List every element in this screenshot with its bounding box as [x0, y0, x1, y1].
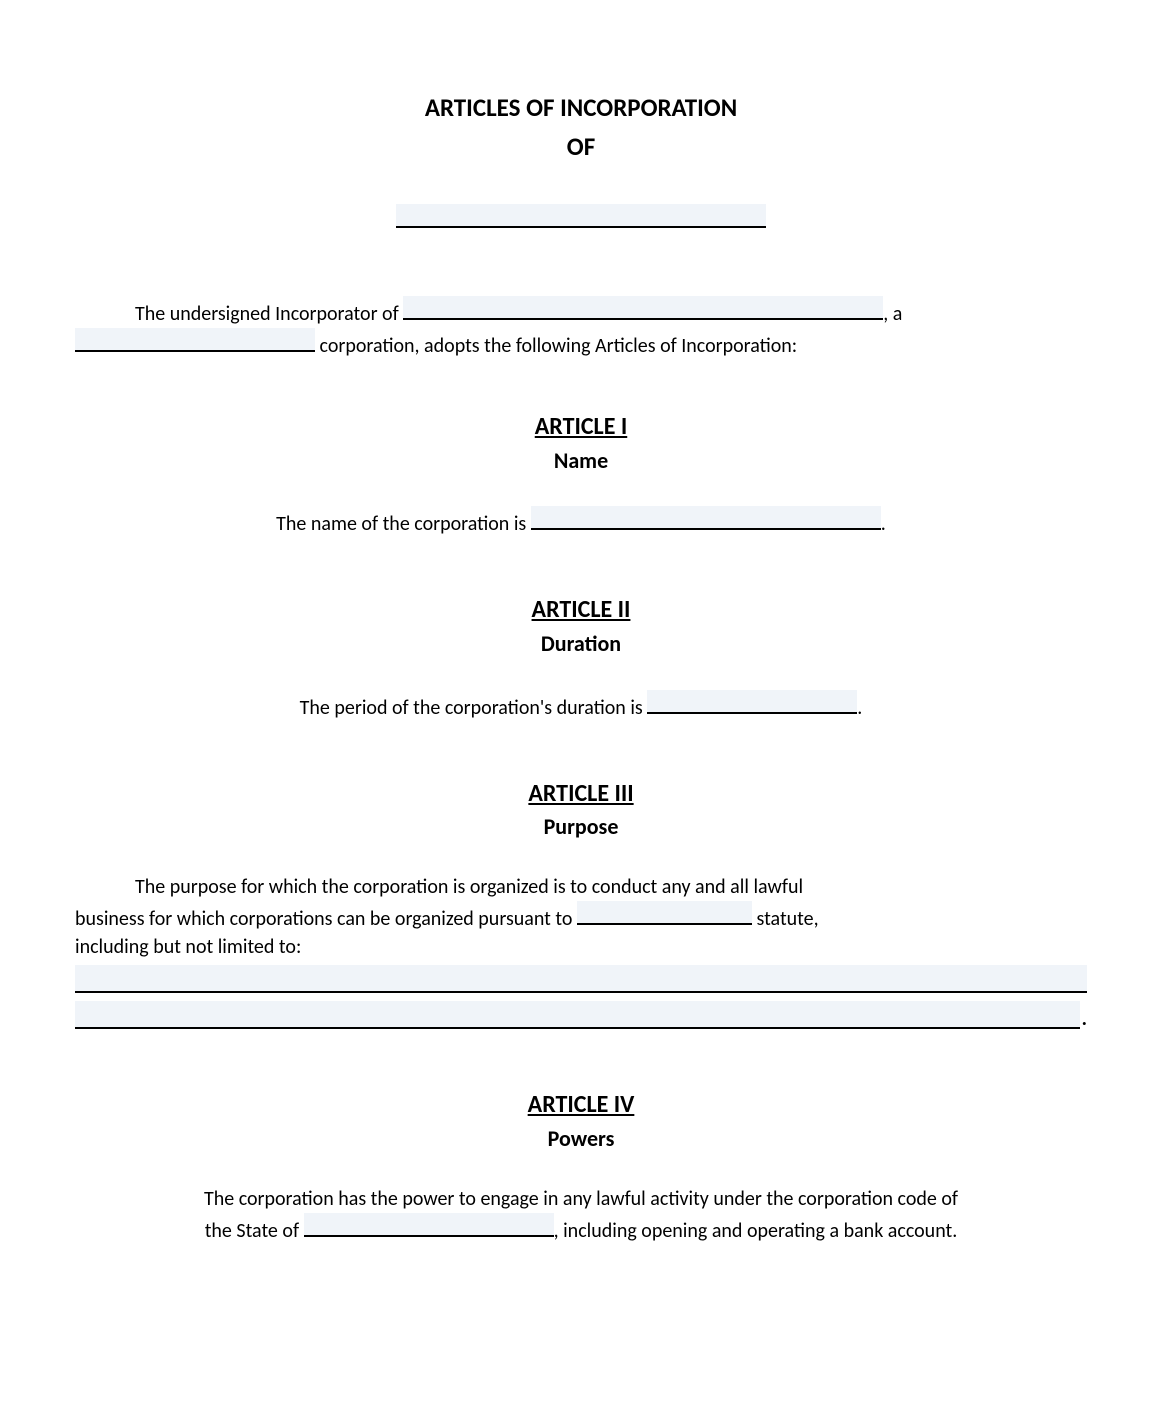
company-name-blank-row [75, 204, 1087, 236]
preamble-blank-2[interactable] [75, 328, 315, 352]
article-3-line3: including but not limited to: [75, 935, 301, 959]
preamble-text-after-blank2: corporation, adopts the following Articl… [315, 334, 797, 358]
article-3-line1: The purpose for which the corporation is… [135, 875, 803, 899]
article-4-heading: ARTICLE IV [75, 1088, 1087, 1122]
article-2-subheading: Duration [75, 629, 1087, 660]
article-1-text-after: . [881, 512, 886, 536]
company-name-blank[interactable] [396, 204, 766, 228]
article-2-heading: ARTICLE II [75, 593, 1087, 627]
article-3-line2-before: business for which corporations can be o… [75, 907, 577, 931]
article-1-text-before: The name of the corporation is [276, 512, 531, 536]
document-title-line1: ARTICLES OF INCORPORATION [75, 90, 1087, 125]
article-4-line2-blank[interactable] [304, 1213, 554, 1237]
article-3-trailing-period: . [1082, 1005, 1087, 1033]
article-3-body: The purpose for which the corporation is… [75, 873, 1087, 1033]
article-1-heading: ARTICLE I [75, 410, 1087, 444]
article-2-blank[interactable] [647, 690, 857, 714]
article-4-subheading: Powers [75, 1124, 1087, 1155]
preamble: The undersigned Incorporator of , a corp… [75, 296, 1087, 360]
article-3-full-blank-2[interactable] [75, 1001, 1080, 1029]
article-1-blank[interactable] [531, 506, 881, 530]
article-3-subheading: Purpose [75, 812, 1087, 843]
article-1-subheading: Name [75, 446, 1087, 477]
article-3-heading: ARTICLE III [75, 777, 1087, 811]
article-4-line2-before: the State of [205, 1219, 304, 1243]
article-4-body: The corporation has the power to engage … [75, 1185, 1087, 1245]
preamble-blank-1[interactable] [403, 296, 883, 320]
document-title-line2: OF [75, 129, 1087, 164]
article-4-line1: The corporation has the power to engage … [204, 1187, 958, 1211]
article-3-line2-blank[interactable] [577, 901, 752, 925]
article-3-line2-after: statute, [752, 907, 819, 931]
article-2-body: The period of the corporation's duration… [75, 690, 1087, 722]
article-1-body: The name of the corporation is . [75, 506, 1087, 538]
article-3-full-blank-1[interactable] [75, 965, 1087, 993]
article-2-text-after: . [857, 696, 862, 720]
preamble-text-after-blank1: , a [883, 302, 902, 326]
article-4-line2-after: , including opening and operating a bank… [554, 1219, 958, 1243]
article-2-text-before: The period of the corporation's duration… [300, 696, 648, 720]
preamble-text-before-blank1: The undersigned Incorporator of [135, 302, 403, 326]
